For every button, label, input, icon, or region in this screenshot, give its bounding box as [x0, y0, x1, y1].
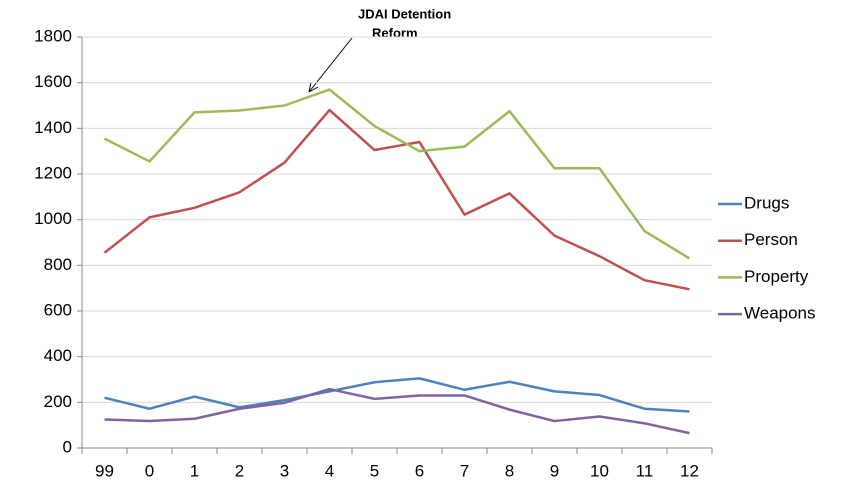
line — [104, 387, 690, 435]
y-tick-label: 1400 — [34, 118, 72, 137]
annotation-arrowhead — [308, 81, 319, 93]
y-tick-label: 1800 — [34, 26, 72, 45]
x-tick-label: 9 — [550, 461, 559, 480]
legend-label: Person — [744, 230, 798, 249]
x-tick-label: 7 — [460, 461, 469, 480]
x-tick-label: 5 — [370, 461, 379, 480]
y-tick-label: 1000 — [34, 209, 72, 228]
x-tick-label: 12 — [680, 461, 699, 480]
y-tick-label: 0 — [63, 437, 72, 456]
x-tick-label: 2 — [235, 461, 244, 480]
y-tick-label: 800 — [44, 255, 72, 274]
line — [104, 377, 690, 413]
x-tick-label: 4 — [325, 461, 334, 480]
x-tick-label: 1 — [190, 461, 199, 480]
legend-label: Property — [744, 267, 809, 286]
x-tick-label: 10 — [590, 461, 609, 480]
y-tick-label: 1600 — [34, 72, 72, 91]
y-tick-label: 600 — [44, 300, 72, 319]
x-tick-label: 3 — [280, 461, 289, 480]
annotation-arrow — [308, 37, 353, 93]
legend-label: Weapons — [744, 304, 816, 323]
y-tick-label: 200 — [44, 392, 72, 411]
line — [103, 88, 691, 260]
x-tick-label: 0 — [145, 461, 154, 480]
x-tick-label: 6 — [415, 461, 424, 480]
x-tick-label: 11 — [636, 461, 654, 480]
line — [103, 108, 690, 291]
annotation: JDAI Detention — [358, 6, 451, 21]
annotation: Reform — [372, 25, 418, 40]
y-tick-label: 1200 — [34, 163, 72, 182]
y-tick-label: 400 — [44, 346, 72, 365]
legend-label: Drugs — [744, 193, 789, 212]
x-tick-label: 99 — [95, 461, 114, 480]
x-tick-label: 8 — [505, 461, 514, 480]
